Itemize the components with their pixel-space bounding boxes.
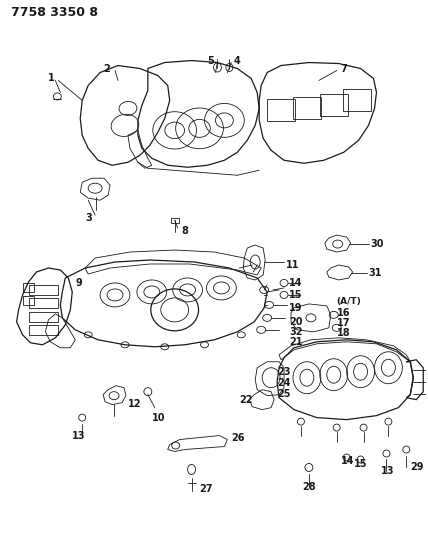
Text: 4: 4 bbox=[233, 55, 240, 66]
Text: 29: 29 bbox=[410, 463, 424, 472]
Bar bbox=[293, 98, 321, 119]
Text: 1: 1 bbox=[48, 74, 55, 84]
Bar bbox=[343, 90, 371, 111]
Bar bbox=[29, 312, 58, 322]
Text: 16: 16 bbox=[337, 308, 350, 318]
Text: 26: 26 bbox=[232, 433, 245, 442]
Text: 25: 25 bbox=[277, 389, 291, 399]
Text: 21: 21 bbox=[289, 337, 303, 347]
Text: 12: 12 bbox=[128, 399, 141, 409]
Text: 28: 28 bbox=[302, 482, 315, 492]
Text: 18: 18 bbox=[337, 328, 351, 338]
Bar bbox=[29, 325, 58, 335]
Text: 31: 31 bbox=[369, 268, 382, 278]
Text: 2: 2 bbox=[103, 63, 110, 74]
Text: 14: 14 bbox=[341, 456, 354, 466]
Text: 14: 14 bbox=[289, 278, 303, 288]
Text: 3: 3 bbox=[85, 213, 92, 223]
Text: 22: 22 bbox=[239, 394, 253, 405]
Bar bbox=[320, 94, 348, 116]
Text: 11: 11 bbox=[286, 260, 300, 270]
Text: 13: 13 bbox=[380, 466, 394, 477]
Text: 30: 30 bbox=[371, 239, 384, 249]
Text: 15: 15 bbox=[354, 459, 367, 470]
Text: 19: 19 bbox=[289, 303, 303, 313]
Bar bbox=[23, 283, 35, 292]
Bar bbox=[29, 298, 58, 308]
Text: 9: 9 bbox=[75, 278, 82, 288]
Text: 24: 24 bbox=[277, 378, 291, 387]
Text: 15: 15 bbox=[289, 290, 303, 300]
Text: 23: 23 bbox=[277, 367, 291, 377]
Bar bbox=[23, 296, 35, 305]
Text: 32: 32 bbox=[289, 327, 303, 337]
Text: 10: 10 bbox=[152, 413, 165, 423]
Text: 8: 8 bbox=[181, 226, 188, 236]
Text: 7: 7 bbox=[341, 63, 348, 74]
Bar bbox=[267, 100, 295, 122]
Text: (A/T): (A/T) bbox=[337, 297, 362, 306]
Text: 13: 13 bbox=[72, 431, 86, 441]
Bar bbox=[29, 285, 58, 295]
Text: 27: 27 bbox=[199, 484, 213, 495]
Text: 17: 17 bbox=[337, 318, 350, 328]
Text: 7758 3350 8: 7758 3350 8 bbox=[11, 6, 98, 19]
Text: 20: 20 bbox=[289, 317, 303, 327]
Bar bbox=[171, 218, 178, 223]
Text: 5: 5 bbox=[208, 55, 214, 66]
